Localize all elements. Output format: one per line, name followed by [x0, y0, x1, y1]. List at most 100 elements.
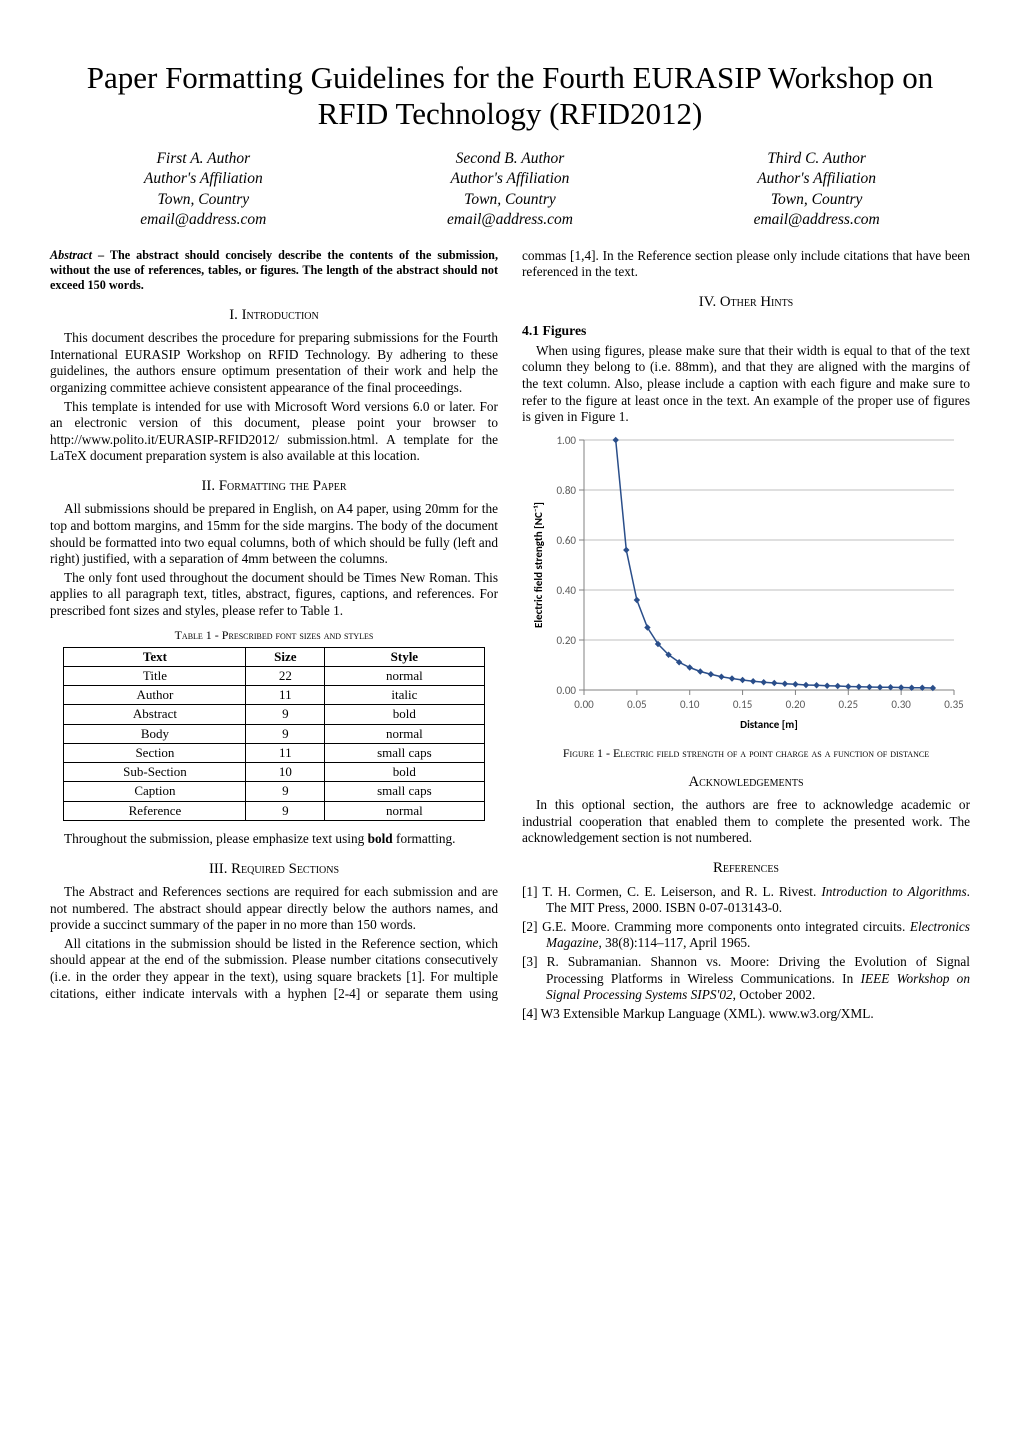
table-cell: normal [325, 724, 484, 743]
section-other-hints: IV. Other Hints [522, 293, 970, 311]
section-acknowledgements: Acknowledgements [522, 773, 970, 791]
svg-text:0.10: 0.10 [680, 698, 700, 711]
subsection-figures: 4.1 Figures [522, 322, 970, 339]
figure-1-chart: 0.00 0.20 0.40 0.60 0.80 1.00 0.00 0.05 0.10 0.15… [526, 428, 966, 738]
author-affiliation: Author's Affiliation [754, 169, 880, 189]
body-paragraph: In this optional section, the authors ar… [522, 797, 970, 847]
table-row: Abstract9bold [64, 705, 484, 724]
abstract: Abstract – The abstract should concisely… [50, 248, 498, 294]
author-town: Town, Country [447, 190, 573, 210]
body-paragraph: Throughout the submission, please emphas… [50, 831, 498, 848]
body-paragraph: This template is intended for use with M… [50, 399, 498, 465]
table-cell: Abstract [64, 705, 246, 724]
svg-text:0.00: 0.00 [556, 684, 576, 697]
author-affiliation: Author's Affiliation [447, 169, 573, 189]
references-list: [1] T. H. Cormen, C. E. Leiserson, and R… [522, 884, 970, 1023]
table-cell: Body [64, 724, 246, 743]
table-cell: Reference [64, 801, 246, 820]
abstract-text: – The abstract should concisely describe… [50, 248, 498, 293]
author-name: Second B. Author [447, 149, 573, 169]
table-1-caption: Table 1 - Prescribed font sizes and styl… [50, 628, 498, 643]
table-row: Section11small caps [64, 743, 484, 762]
svg-text:0.35: 0.35 [944, 698, 964, 711]
author-name: Third C. Author [754, 149, 880, 169]
body-paragraph: When using figures, please make sure tha… [522, 343, 970, 426]
table-row: Reference9normal [64, 801, 484, 820]
authors-row: First A. Author Author's Affiliation Tow… [50, 149, 970, 230]
table-cell: bold [325, 705, 484, 724]
body-paragraph: The Abstract and References sections are… [50, 884, 498, 934]
table-cell: 9 [246, 724, 325, 743]
section-introduction: I. Introduction [50, 306, 498, 324]
svg-text:Electric field strength [NC⁻¹]: Electric field strength [NC⁻¹] [532, 502, 545, 628]
table-cell: 10 [246, 763, 325, 782]
table-cell: 9 [246, 705, 325, 724]
author-town: Town, Country [140, 190, 266, 210]
table-cell: Sub-Section [64, 763, 246, 782]
paper-body: Abstract – The abstract should concisely… [50, 248, 970, 1023]
author-email: email@address.com [447, 210, 573, 230]
table-row: Body9normal [64, 724, 484, 743]
body-paragraph: The only font used throughout the docume… [50, 570, 498, 620]
svg-text:0.00: 0.00 [574, 698, 594, 711]
bold-text: bold [368, 831, 393, 846]
author-block-1: First A. Author Author's Affiliation Tow… [140, 149, 266, 230]
table-row: Caption9small caps [64, 782, 484, 801]
author-email: email@address.com [754, 210, 880, 230]
svg-text:0.40: 0.40 [556, 584, 576, 597]
author-email: email@address.com [140, 210, 266, 230]
svg-text:0.25: 0.25 [839, 698, 859, 711]
table-header-row: Text Size Style [64, 647, 484, 666]
author-affiliation: Author's Affiliation [140, 169, 266, 189]
table-row: Author11italic [64, 686, 484, 705]
svg-text:Distance [m]: Distance [m] [740, 718, 798, 731]
author-town: Town, Country [754, 190, 880, 210]
table-cell: Caption [64, 782, 246, 801]
table-cell: Section [64, 743, 246, 762]
svg-text:1.00: 1.00 [556, 434, 576, 447]
section-required: III. Required Sections [50, 860, 498, 878]
table-cell: 22 [246, 666, 325, 685]
table-cell: 11 [246, 743, 325, 762]
svg-text:0.80: 0.80 [556, 484, 576, 497]
author-block-2: Second B. Author Author's Affiliation To… [447, 149, 573, 230]
table-cell: 11 [246, 686, 325, 705]
author-name: First A. Author [140, 149, 266, 169]
body-paragraph: This document describes the procedure fo… [50, 330, 498, 396]
figure-1: 0.00 0.20 0.40 0.60 0.80 1.00 0.00 0.05 0.10 0.15… [522, 428, 970, 761]
reference-item: [2] G.E. Moore. Cramming more components… [522, 919, 970, 952]
svg-text:0.60: 0.60 [556, 534, 576, 547]
text-span: Throughout the submission, please emphas… [64, 831, 368, 846]
svg-text:0.20: 0.20 [556, 634, 576, 647]
reference-item: [4] W3 Extensible Markup Language (XML).… [522, 1006, 970, 1023]
svg-text:0.20: 0.20 [786, 698, 806, 711]
reference-item: [3] R. Subramanian. Shannon vs. Moore: D… [522, 954, 970, 1004]
section-references: References [522, 859, 970, 877]
section-formatting: II. Formatting the Paper [50, 477, 498, 495]
table-header-cell: Text [64, 647, 246, 666]
table-cell: 9 [246, 782, 325, 801]
table-cell: normal [325, 801, 484, 820]
reference-item: [1] T. H. Cormen, C. E. Leiserson, and R… [522, 884, 970, 917]
table-1: Text Size Style Title22normalAuthor11ita… [63, 647, 484, 821]
figure-1-caption: Figure 1 - Electric field strength of a … [522, 746, 970, 761]
abstract-label: Abstract [50, 248, 92, 262]
svg-text:0.05: 0.05 [627, 698, 647, 711]
author-block-3: Third C. Author Author's Affiliation Tow… [754, 149, 880, 230]
table-cell: bold [325, 763, 484, 782]
table-row: Sub-Section10bold [64, 763, 484, 782]
table-cell: Author [64, 686, 246, 705]
text-span: formatting. [393, 831, 456, 846]
table-cell: italic [325, 686, 484, 705]
table-cell: small caps [325, 743, 484, 762]
svg-text:0.30: 0.30 [891, 698, 911, 711]
svg-text:0.15: 0.15 [733, 698, 753, 711]
table-cell: Title [64, 666, 246, 685]
table-header-cell: Size [246, 647, 325, 666]
table-header-cell: Style [325, 647, 484, 666]
table-cell: small caps [325, 782, 484, 801]
table-row: Title22normal [64, 666, 484, 685]
table-cell: normal [325, 666, 484, 685]
table-cell: 9 [246, 801, 325, 820]
paper-title: Paper Formatting Guidelines for the Four… [50, 60, 970, 131]
